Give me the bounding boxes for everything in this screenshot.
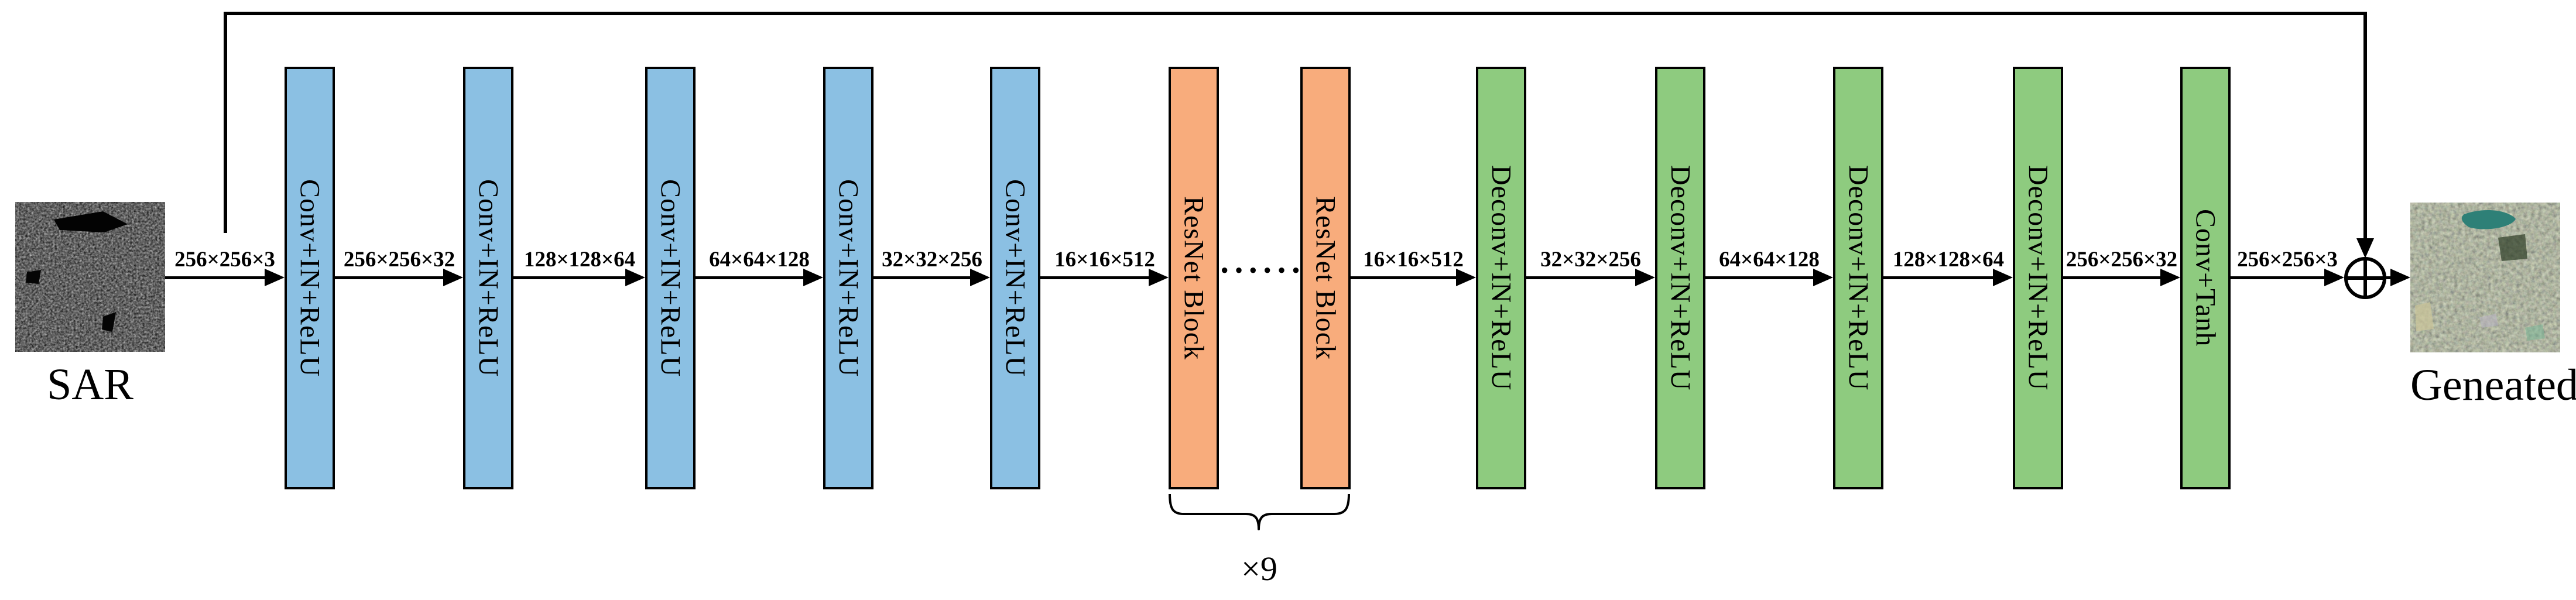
dim-label: 32×32×256 xyxy=(1540,248,1641,272)
skip-branch-line xyxy=(224,12,227,233)
block-label: ResNet Block xyxy=(1310,196,1341,360)
arrow-shaft xyxy=(2231,276,2330,279)
block-conv-1: Conv+IN+ReLU xyxy=(285,67,335,489)
block-label: Conv+IN+ReLU xyxy=(655,179,686,378)
dim-label: 64×64×128 xyxy=(709,248,810,272)
flow-arrow xyxy=(2231,269,2344,286)
dim-label: 16×16×512 xyxy=(1363,248,1464,272)
block-label: ResNet Block xyxy=(1178,196,1210,360)
sar-figure: SAR xyxy=(15,202,165,408)
flow-arrow xyxy=(335,269,463,286)
block-deconv-2: Deconv+IN+ReLU xyxy=(1655,67,1705,489)
sar-image xyxy=(15,202,165,352)
flow-arrow xyxy=(165,269,285,286)
arrowhead-icon xyxy=(1635,269,1655,286)
arrowhead-icon xyxy=(1149,269,1169,286)
arrow-shaft xyxy=(873,276,976,279)
arrow-shaft xyxy=(1526,276,1641,279)
arrow-shaft xyxy=(513,276,631,279)
flow-arrow xyxy=(1526,269,1655,286)
flow-arrow xyxy=(2063,269,2180,286)
block-label: Deconv+IN+ReLU xyxy=(2022,165,2054,391)
block-conv-3: Conv+IN+ReLU xyxy=(645,67,696,489)
arrow-shaft xyxy=(165,276,270,279)
block-conv-5: Conv+IN+ReLU xyxy=(990,67,1040,489)
flow-arrow xyxy=(1040,269,1169,286)
block-conv-2: Conv+IN+ReLU xyxy=(463,67,513,489)
flow-arrow xyxy=(513,269,645,286)
block-label: Deconv+IN+ReLU xyxy=(1485,165,1517,391)
arrow-shaft xyxy=(335,276,449,279)
block-label: Conv+IN+ReLU xyxy=(833,179,864,378)
dim-label: 256×256×32 xyxy=(343,248,455,272)
block-deconv-4: Deconv+IN+ReLU xyxy=(2013,67,2063,489)
block-conv-4: Conv+IN+ReLU xyxy=(823,67,873,489)
flow-arrow xyxy=(1883,269,2013,286)
block-deconv-3: Deconv+IN+ReLU xyxy=(1833,67,1883,489)
arrowhead-icon xyxy=(1456,269,1476,286)
skip-connection-line xyxy=(224,12,2367,15)
dim-label: 128×128×64 xyxy=(1892,248,2005,272)
dim-label: 256×256×3 xyxy=(2237,248,2338,272)
block-label: Conv+Tanh xyxy=(2190,209,2221,347)
arrowhead-icon xyxy=(2324,269,2344,286)
resnet-dots: ······ xyxy=(1219,251,1305,289)
flow-arrow xyxy=(873,269,990,286)
flow-arrow xyxy=(1351,269,1476,286)
sar-label: SAR xyxy=(47,360,133,409)
arrow-shaft xyxy=(1040,276,1155,279)
arrowhead-icon xyxy=(803,269,823,286)
block-label: Conv+IN+ReLU xyxy=(294,179,326,378)
arrowhead-icon xyxy=(970,269,990,286)
repeat-count-label: ×9 xyxy=(1241,550,1277,588)
dim-label: 64×64×128 xyxy=(1719,248,1820,272)
arrowhead-icon xyxy=(2390,269,2410,286)
arrowhead-icon xyxy=(2160,269,2180,286)
sum-node xyxy=(2344,257,2386,299)
flow-arrow xyxy=(2386,269,2410,286)
block-deconv-1: Deconv+IN+ReLU xyxy=(1476,67,1526,489)
arrowhead-icon xyxy=(625,269,645,286)
arrow-shaft xyxy=(1883,276,1999,279)
dim-label: 32×32×256 xyxy=(882,248,982,272)
skip-drop-line xyxy=(2363,12,2367,238)
dim-label: 256×256×32 xyxy=(2065,248,2178,272)
generated-label: Geneated xyxy=(2410,361,2576,410)
arrow-shaft xyxy=(1351,276,1462,279)
block-label: Conv+IN+ReLU xyxy=(999,179,1031,378)
arrowhead-icon xyxy=(443,269,463,286)
dim-label: 128×128×64 xyxy=(523,248,636,272)
arrow-shaft xyxy=(696,276,809,279)
generated-image xyxy=(2410,203,2560,352)
flow-arrow xyxy=(696,269,823,286)
skip-arrowhead-icon xyxy=(2356,238,2374,258)
flow-arrow xyxy=(1705,269,1833,286)
arrowhead-icon xyxy=(265,269,285,286)
block-label: Deconv+IN+ReLU xyxy=(1842,165,1874,391)
dim-label: 16×16×512 xyxy=(1054,248,1155,272)
block-conv-tanh: Conv+Tanh xyxy=(2180,67,2231,489)
dim-label: 256×256×3 xyxy=(174,248,275,272)
arrowhead-icon xyxy=(1813,269,1833,286)
block-label: Conv+IN+ReLU xyxy=(472,179,504,378)
generated-figure: Geneated xyxy=(2410,203,2576,409)
arrow-shaft xyxy=(1705,276,1819,279)
block-resnet-2: ResNet Block xyxy=(1300,67,1351,489)
arrow-shaft xyxy=(2063,276,2166,279)
block-label: Deconv+IN+ReLU xyxy=(1664,165,1696,391)
plus-horizontal-line xyxy=(2347,276,2383,280)
block-resnet-1: ResNet Block xyxy=(1169,67,1219,489)
repeat-brace xyxy=(1169,494,1350,530)
arrowhead-icon xyxy=(1993,269,2013,286)
